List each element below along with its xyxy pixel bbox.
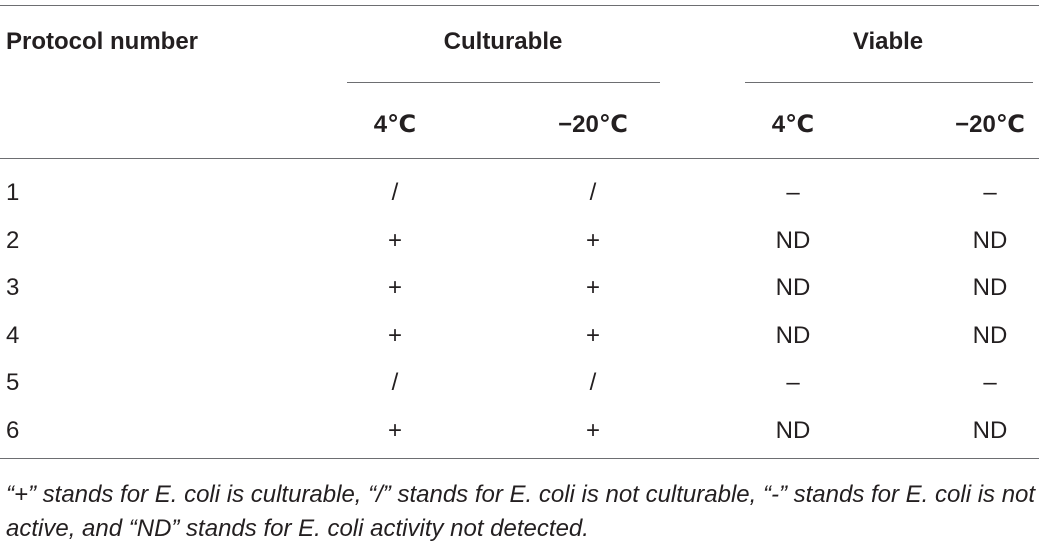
cell: ND bbox=[775, 417, 811, 444]
cell: – bbox=[786, 179, 800, 206]
cell: ND bbox=[972, 226, 1008, 254]
cell: / bbox=[391, 179, 399, 206]
cell: ND bbox=[972, 274, 1008, 302]
header-cell: Protocol number bbox=[6, 28, 199, 55]
cell: / bbox=[589, 179, 597, 206]
cell: – bbox=[786, 369, 800, 397]
row-label: 1 bbox=[6, 179, 20, 206]
cell: + bbox=[387, 417, 403, 444]
cell: ND bbox=[972, 321, 1008, 349]
bottom-rule bbox=[0, 458, 1039, 459]
cell: ND bbox=[775, 226, 811, 254]
cell: ND bbox=[775, 321, 811, 349]
cell: + bbox=[387, 274, 403, 302]
cell: ND bbox=[972, 417, 1008, 444]
header-cell: Culturable bbox=[443, 28, 563, 55]
row-label: 2 bbox=[6, 226, 20, 254]
footnote: “+” stands for E. coli is culturable, “/… bbox=[6, 481, 1036, 542]
cell: + bbox=[585, 274, 601, 302]
row-label: 4 bbox=[6, 321, 20, 349]
cell: – bbox=[983, 369, 997, 397]
subheader-cell: −20℃ bbox=[955, 111, 1025, 138]
group-rule bbox=[745, 82, 1033, 83]
row-label: 5 bbox=[6, 369, 20, 397]
cell: + bbox=[585, 321, 601, 349]
row-label: 3 bbox=[6, 274, 20, 302]
top-rule bbox=[0, 5, 1039, 6]
cell: / bbox=[589, 369, 597, 397]
subheader-cell: 4℃ bbox=[771, 111, 815, 138]
cell: – bbox=[983, 179, 997, 206]
row-label: 6 bbox=[6, 417, 20, 444]
cell: + bbox=[387, 321, 403, 349]
cell: + bbox=[585, 226, 601, 254]
subheader-cell: −20℃ bbox=[558, 111, 628, 138]
group-rule bbox=[347, 82, 660, 83]
cell: ND bbox=[775, 274, 811, 302]
cell: + bbox=[387, 226, 403, 254]
header-cell: Viable bbox=[852, 28, 924, 55]
cell: / bbox=[391, 369, 399, 397]
subheader-cell: 4℃ bbox=[373, 111, 417, 138]
header-rule bbox=[0, 158, 1039, 159]
cell: + bbox=[585, 417, 601, 444]
